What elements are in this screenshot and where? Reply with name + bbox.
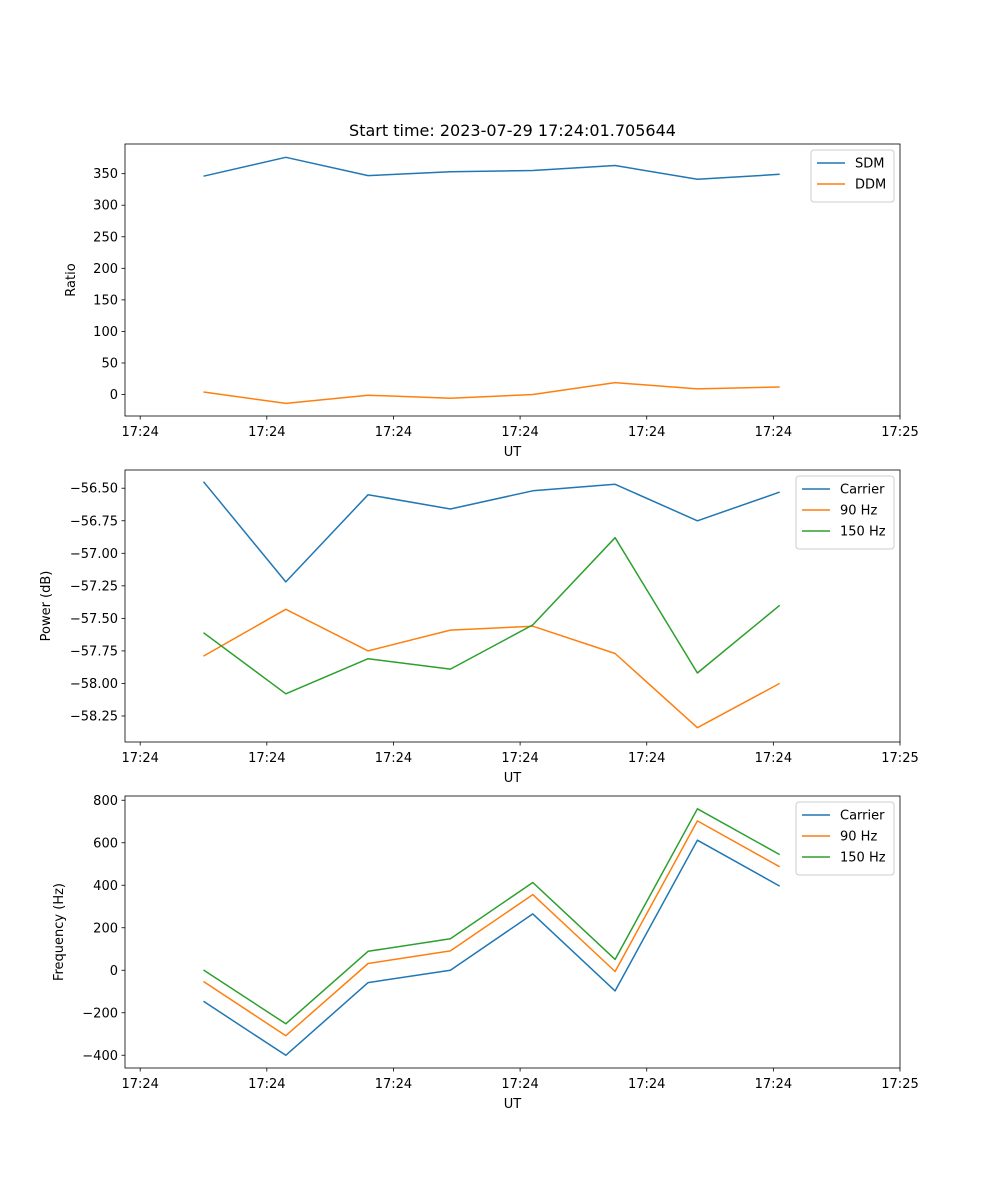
y-tick-label: 0 (110, 964, 118, 979)
series-line-sdm (203, 156, 780, 181)
series-line-90-hz (203, 820, 781, 1037)
x-tick-label: 17:24 (755, 751, 792, 766)
y-tick-label: 200 (93, 262, 118, 277)
x-tick-label: 17:24 (248, 1077, 285, 1092)
x-tick-label: 17:25 (881, 425, 918, 440)
y-tick-label: −58.25 (70, 709, 118, 724)
series-line-90-hz (203, 608, 781, 729)
axes-frame (124, 469, 901, 743)
y-tick-label: −58.00 (70, 677, 118, 692)
y-tick-label: −57.00 (70, 547, 118, 562)
y-axis-label: Power (dB) (39, 571, 54, 642)
axes-frame (124, 795, 901, 1069)
y-tick-label: 400 (93, 879, 118, 894)
x-tick-label: 17:24 (501, 1077, 538, 1092)
y-tick-label: −56.50 (70, 482, 118, 497)
legend-label: Carrier (840, 483, 885, 498)
x-tick-label: 17:24 (248, 425, 285, 440)
y-tick-label: −400 (82, 1049, 118, 1064)
series-line-ddm (203, 381, 780, 405)
y-axis-label: Frequency (Hz) (52, 883, 67, 981)
y-tick-label: 800 (93, 794, 118, 809)
y-tick-label: −56.75 (70, 514, 118, 529)
y-tick-label: 100 (93, 325, 118, 340)
legend-label: SDM (855, 157, 884, 172)
x-axis-label: UT (504, 771, 522, 786)
x-tick-label: 17:24 (501, 425, 538, 440)
x-tick-label: 17:24 (121, 751, 158, 766)
x-tick-label: 17:25 (881, 1077, 918, 1092)
series-line-150-hz (203, 808, 781, 1025)
legend-label: 150 Hz (840, 851, 886, 866)
y-tick-label: 200 (93, 921, 118, 936)
x-tick-label: 17:24 (755, 1077, 792, 1092)
series-line-carrier (202, 481, 780, 583)
series-line-carrier (203, 839, 781, 1057)
y-axis-label: Ratio (64, 263, 79, 296)
x-axis-label: UT (504, 1097, 522, 1112)
legend-label: Carrier (840, 809, 885, 824)
legend-label: DDM (855, 178, 886, 193)
y-tick-label: −57.50 (70, 612, 118, 627)
y-tick-label: 0 (110, 388, 118, 403)
axes-frame (124, 143, 901, 417)
legend-label: 90 Hz (840, 504, 877, 519)
y-tick-label: 250 (93, 230, 118, 245)
x-axis-label: UT (504, 445, 522, 460)
x-tick-label: 17:24 (375, 425, 412, 440)
y-tick-label: 150 (93, 293, 118, 308)
x-tick-label: 17:24 (121, 425, 158, 440)
x-tick-label: 17:24 (501, 751, 538, 766)
x-tick-label: 17:25 (881, 751, 918, 766)
series-line-150-hz (203, 536, 781, 695)
legend-label: 150 Hz (840, 525, 886, 540)
y-tick-label: 600 (93, 836, 118, 851)
x-tick-label: 17:24 (375, 1077, 412, 1092)
legend-label: 90 Hz (840, 830, 877, 845)
y-tick-label: 350 (93, 167, 118, 182)
x-tick-label: 17:24 (121, 1077, 158, 1092)
y-tick-label: −200 (82, 1006, 118, 1021)
x-tick-label: 17:24 (375, 751, 412, 766)
x-tick-label: 17:24 (628, 751, 665, 766)
y-tick-label: −57.75 (70, 644, 118, 659)
x-tick-label: 17:24 (628, 425, 665, 440)
chart-title: Start time: 2023-07-29 17:24:01.705644 (349, 121, 676, 140)
y-tick-label: 300 (93, 199, 118, 214)
x-tick-label: 17:24 (755, 425, 792, 440)
x-tick-label: 17:24 (248, 751, 285, 766)
x-tick-label: 17:24 (628, 1077, 665, 1092)
y-tick-label: 50 (101, 356, 118, 371)
y-tick-label: −57.25 (70, 579, 118, 594)
